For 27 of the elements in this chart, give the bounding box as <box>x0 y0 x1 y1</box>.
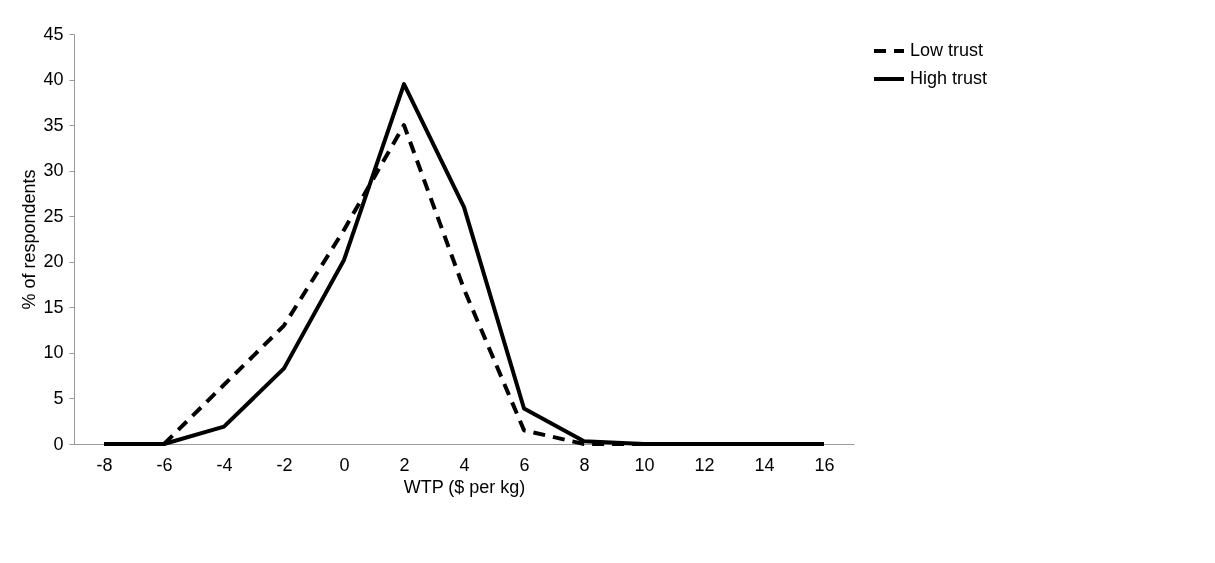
x-tick-label: 10 <box>634 454 655 475</box>
x-tick-label: 8 <box>579 454 590 475</box>
y-tick-label: 10 <box>43 342 64 363</box>
x-tick-label: -8 <box>96 454 113 475</box>
y-tick-label: 5 <box>53 387 64 408</box>
y-tick-label: 40 <box>43 69 64 90</box>
y-tick-label: 15 <box>43 296 64 317</box>
x-tick-label: -4 <box>216 454 233 475</box>
y-tick-label: 45 <box>43 23 64 44</box>
x-tick-label: 2 <box>399 454 410 475</box>
y-tick-label: 20 <box>43 251 64 272</box>
x-tick-label: 0 <box>339 454 350 475</box>
y-axis-title: % of respondents <box>19 169 40 310</box>
y-tick-label: 0 <box>53 433 64 454</box>
x-tick-label: 4 <box>459 454 470 475</box>
y-tick-label: 25 <box>43 205 64 226</box>
x-tick-label: 14 <box>754 454 775 475</box>
x-tick-label: 12 <box>694 454 715 475</box>
x-tick-label: 16 <box>814 454 835 475</box>
legend-label: Low trust <box>910 40 984 60</box>
y-tick-label: 35 <box>43 114 64 135</box>
x-tick-label: -6 <box>156 454 173 475</box>
x-tick-label: 6 <box>519 454 530 475</box>
x-axis-title: WTP ($ per kg) <box>403 476 526 497</box>
x-tick-label: -2 <box>276 454 293 475</box>
y-tick-label: 30 <box>43 160 64 181</box>
legend-label: High trust <box>910 68 988 88</box>
